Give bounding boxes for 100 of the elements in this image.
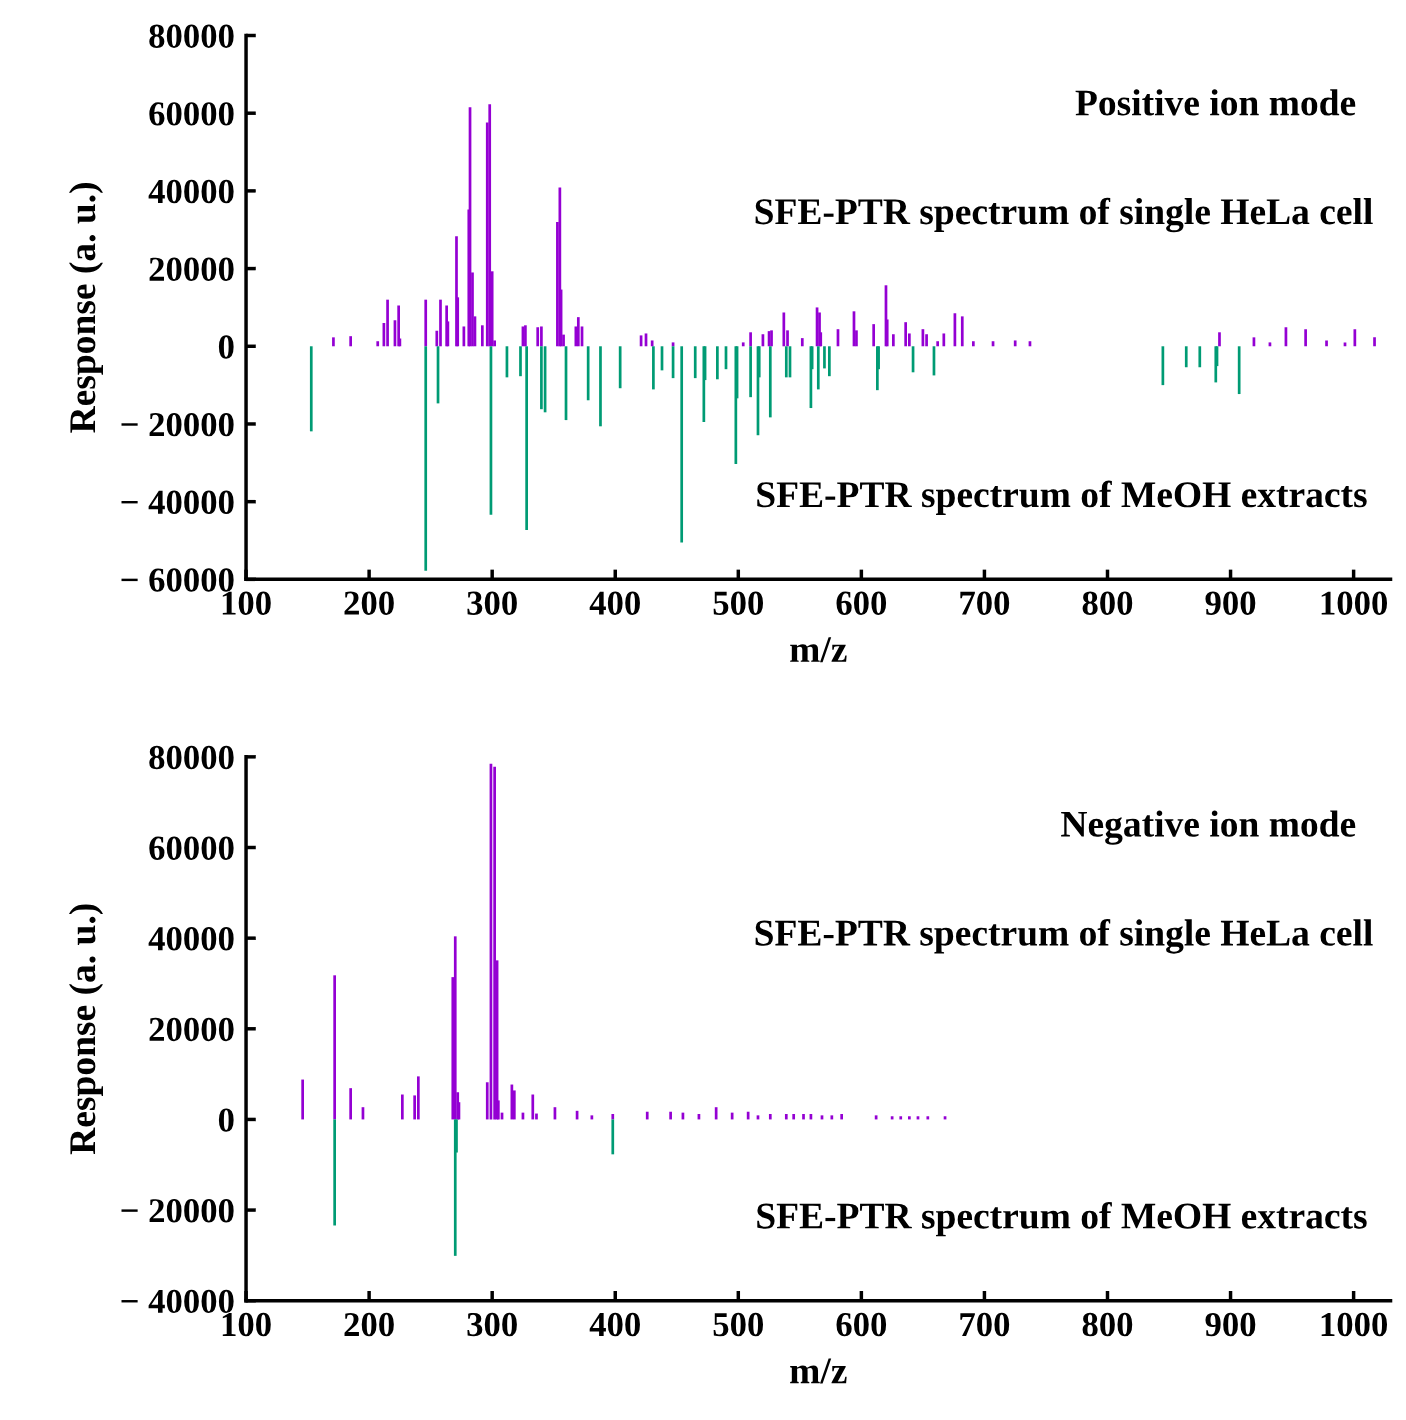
annotation: SFE-PTR spectrum of MeOH extracts: [757, 480, 1367, 515]
bar: [386, 299, 389, 347]
bar: [1304, 329, 1307, 347]
x-axis-title: m/z: [790, 637, 847, 663]
y-tick-label: 20000: [149, 1017, 234, 1042]
bar: [652, 346, 655, 390]
x-tick-label: 800: [1082, 591, 1133, 615]
bar: [645, 1111, 649, 1120]
bar: [576, 317, 580, 347]
annotation: SFE-PTR spectrum of MeOH extracts: [757, 1201, 1367, 1237]
bar: [800, 338, 804, 347]
bar: [749, 346, 752, 398]
x-tick-label: 1000: [1321, 591, 1388, 615]
bar: [424, 346, 428, 571]
x-tick-label: 100: [222, 591, 271, 615]
bar: [714, 1107, 718, 1120]
bar: [802, 1113, 805, 1120]
y-axis-title: Response (a. u.): [68, 904, 103, 1155]
x-tick-label: 700: [960, 591, 1010, 615]
annotation: Positive ion mode: [1075, 89, 1356, 116]
x-tick-label: 400: [589, 591, 640, 615]
bar: [892, 334, 895, 347]
bar: [904, 322, 908, 347]
x-axis-title: m/z: [790, 1358, 847, 1384]
y-tick-label: 40000: [148, 927, 234, 951]
y-tick-label: − 20000: [121, 1199, 234, 1223]
bar: [926, 1116, 930, 1120]
y-tick-label: 60000: [149, 102, 234, 126]
bar: [519, 346, 522, 377]
bar: [1353, 329, 1357, 347]
bar: [536, 327, 540, 347]
bar: [1325, 340, 1328, 347]
bar: [309, 346, 313, 432]
annotation: SFE-PTR spectrum of single HeLa cell: [755, 197, 1373, 233]
bar: [400, 1094, 404, 1120]
bar: [416, 1076, 420, 1120]
bar: [792, 1113, 796, 1120]
bar: [840, 1113, 844, 1120]
x-tick-label: 300: [467, 591, 517, 615]
bar: [823, 346, 826, 369]
bar: [480, 325, 484, 347]
bar: [349, 1088, 353, 1120]
x-tick-label: 900: [1205, 1312, 1256, 1337]
y-tick-label: − 40000: [121, 490, 234, 515]
bar: [488, 104, 492, 347]
y-tick-label: 60000: [149, 836, 234, 860]
bar: [333, 1119, 337, 1226]
bar: [650, 340, 654, 347]
x-tick-label: 300: [467, 1312, 517, 1337]
bar: [872, 324, 876, 347]
y-tick-label: − 20000: [121, 412, 234, 437]
bar: [942, 333, 946, 347]
bar: [899, 1116, 903, 1120]
bar: [540, 346, 543, 410]
bar: [972, 341, 975, 347]
bar: [1013, 340, 1017, 347]
annotation: SFE-PTR spectrum of single HeLa cell: [755, 918, 1373, 954]
bar: [424, 299, 428, 347]
bar: [741, 342, 745, 347]
bar: [453, 936, 457, 1120]
bar: [816, 346, 820, 390]
bar: [332, 337, 335, 347]
bar: [611, 1119, 615, 1155]
x-tick-label: 700: [960, 1312, 1010, 1337]
bar: [784, 346, 788, 378]
bar: [1198, 346, 1202, 368]
x-tick-label: 500: [713, 591, 764, 615]
x-tick-label: 900: [1205, 591, 1256, 615]
bar: [1218, 332, 1221, 347]
y-tick-label: 80000: [149, 745, 234, 770]
bar: [333, 975, 337, 1120]
y-tick-label: 0: [218, 1108, 234, 1132]
bar: [439, 299, 442, 347]
bar: [768, 1113, 772, 1120]
bar: [586, 346, 590, 401]
bar: [1237, 346, 1241, 395]
bar: [749, 332, 752, 347]
bar: [1184, 346, 1188, 368]
bar: [540, 326, 543, 347]
bar: [716, 346, 719, 380]
bar: [301, 1079, 305, 1120]
y-tick-label: 20000: [149, 257, 234, 281]
bar: [680, 346, 684, 543]
x-tick-label: 400: [589, 1312, 640, 1337]
x-tick-label: 200: [344, 591, 394, 615]
bar: [349, 336, 353, 347]
bar: [376, 341, 380, 347]
bar: [525, 346, 528, 531]
bar: [599, 346, 602, 427]
bar: [784, 1113, 788, 1120]
bar: [531, 1094, 535, 1120]
bar: [960, 316, 964, 347]
x-tick-label: 200: [344, 1312, 394, 1337]
bar: [1373, 337, 1376, 347]
x-tick-label: 800: [1082, 1312, 1133, 1337]
bar: [693, 346, 697, 379]
bar: [669, 1111, 672, 1120]
bar: [908, 1116, 911, 1120]
bar: [828, 346, 831, 377]
x-tick-label: 600: [836, 591, 887, 615]
